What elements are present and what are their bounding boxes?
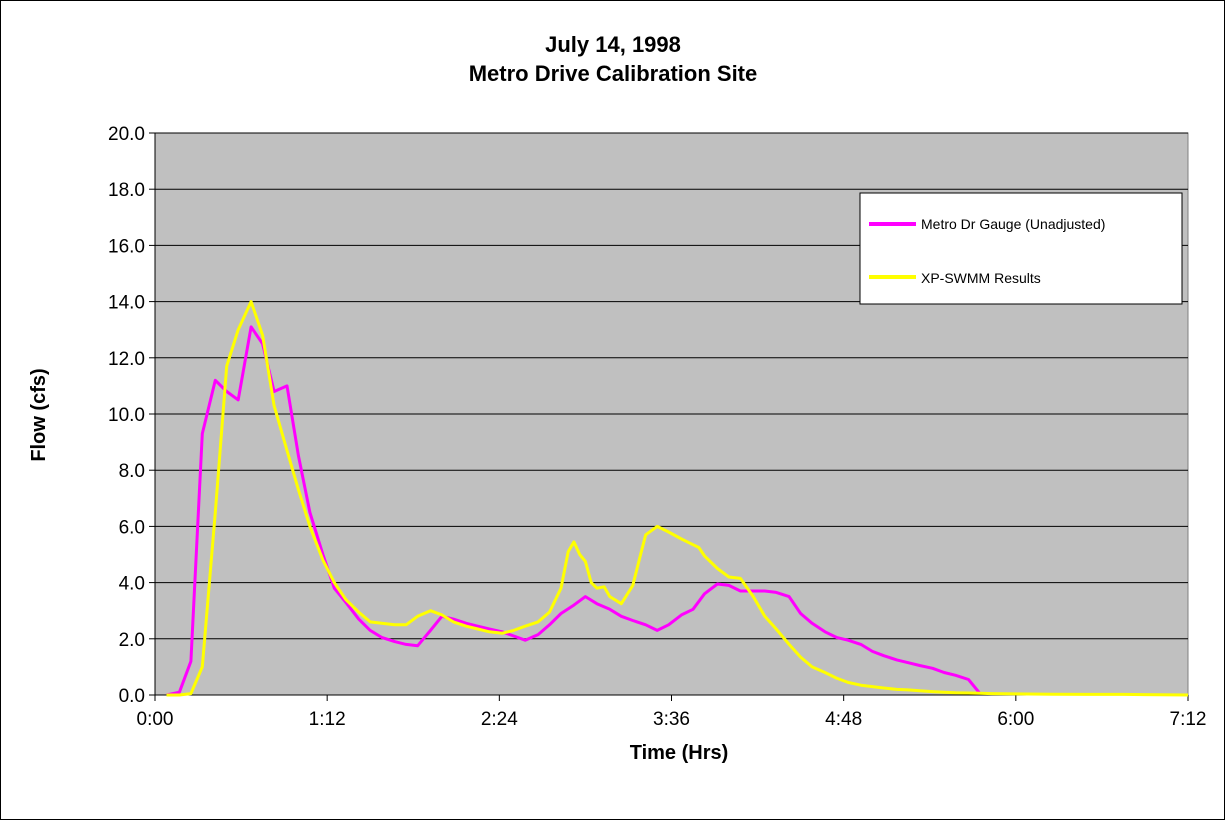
- legend-label-xp-swmm: XP-SWMM Results: [921, 270, 1041, 286]
- y-tick-label: 16.0: [108, 236, 145, 257]
- y-tick-label: 2.0: [119, 630, 145, 651]
- y-tick-label: 6.0: [119, 517, 145, 538]
- y-tick-label: 4.0: [119, 574, 145, 595]
- y-tick-label: 12.0: [108, 349, 145, 370]
- x-tick-label: 3:36: [653, 709, 690, 730]
- series-line-metro-dr-gauge-unadjusted: [166, 325, 982, 697]
- y-tick-label: 20.0: [108, 124, 145, 145]
- legend: Metro Dr Gauge (Unadjusted) XP-SWMM Resu…: [859, 192, 1183, 305]
- y-tick-label: 10.0: [108, 405, 145, 426]
- x-tick-label: 4:48: [825, 709, 862, 730]
- y-tick-label: 0.0: [119, 686, 145, 707]
- chart-title-line-1: July 14, 1998: [545, 32, 681, 57]
- y-tick-label: 14.0: [108, 293, 145, 314]
- series-line-xp-swmm-results: [166, 300, 1189, 697]
- x-tick-label: 2:24: [481, 709, 518, 730]
- x-axis-title: Time (Hrs): [630, 742, 729, 764]
- y-axis-title: Flow (cfs): [28, 368, 50, 461]
- x-tick-label: 7:12: [1170, 709, 1207, 730]
- x-tick-label: 6:00: [997, 709, 1034, 730]
- chart-title-line-2: Metro Drive Calibration Site: [469, 61, 758, 86]
- x-tick-label: 1:12: [309, 709, 346, 730]
- x-tick-label: 0:00: [137, 709, 174, 730]
- legend-box: [859, 192, 1183, 305]
- legend-label-metro-gauge: Metro Dr Gauge (Unadjusted): [921, 216, 1105, 232]
- y-tick-label: 18.0: [108, 180, 145, 201]
- y-tick-label: 8.0: [119, 461, 145, 482]
